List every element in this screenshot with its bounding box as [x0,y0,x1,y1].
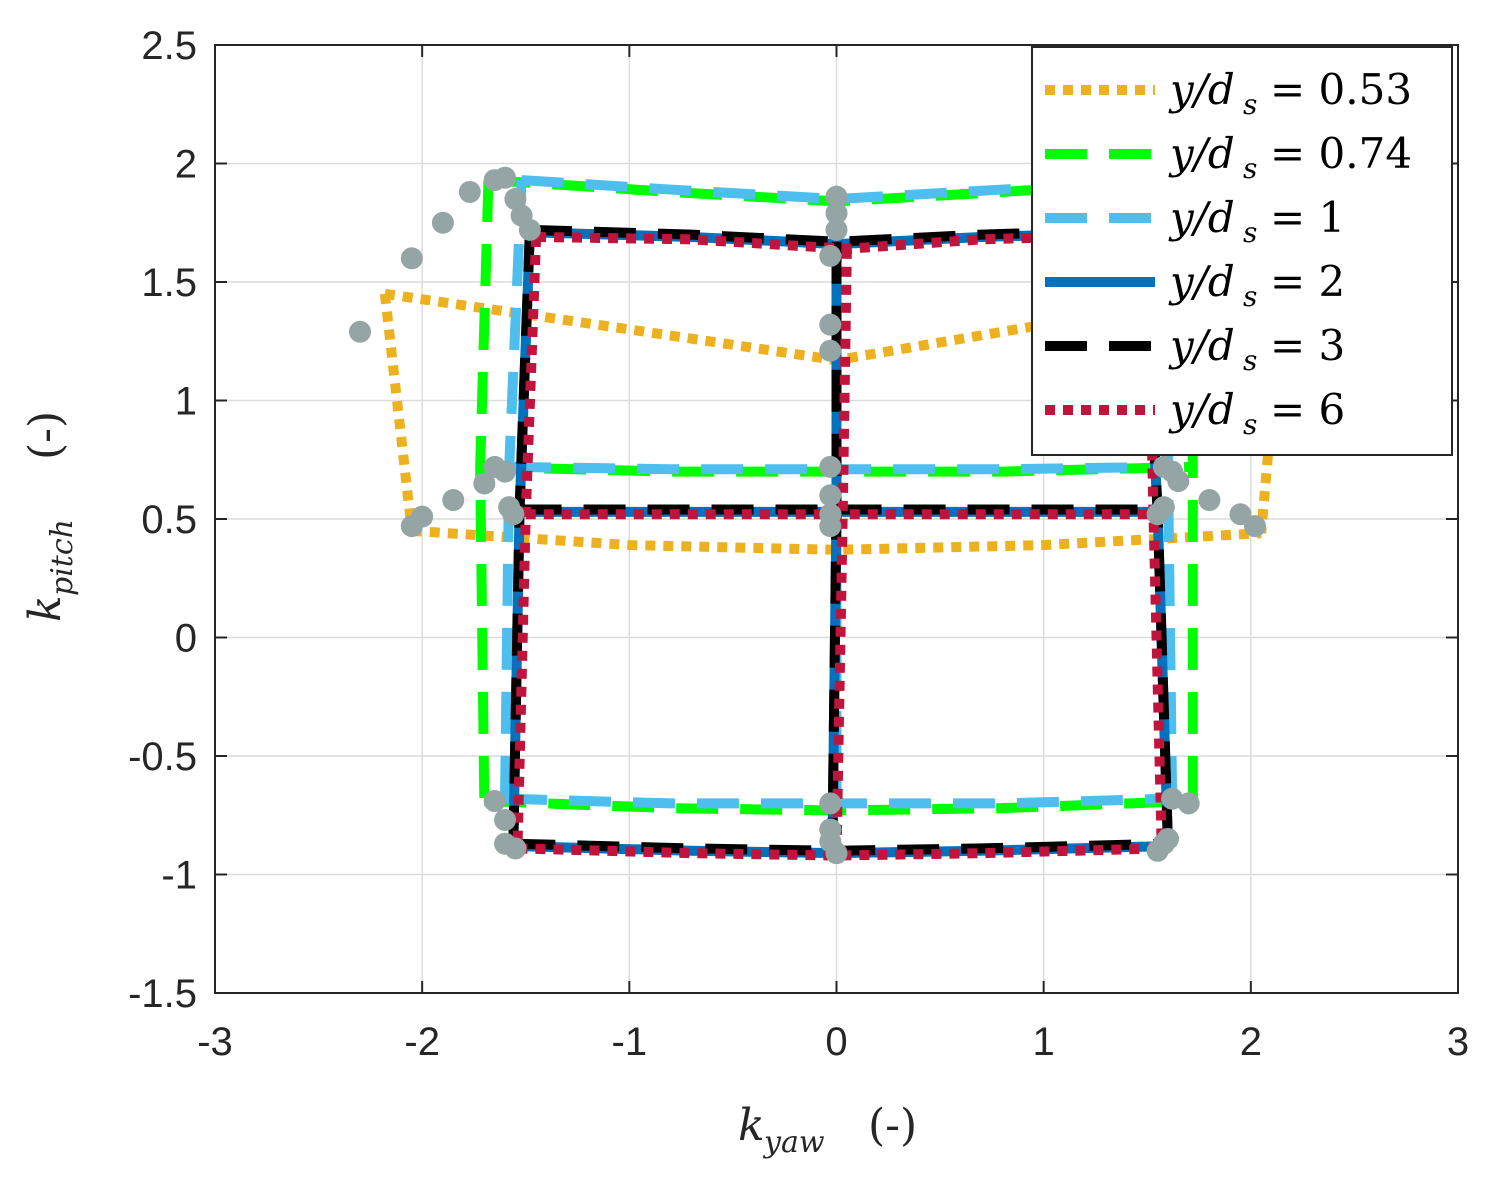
data-point [502,503,525,526]
series-line [475,179,494,802]
legend-label-lhs: y/d [1168,193,1235,242]
data-point [504,188,527,211]
x-axis-label-sub: yaw [762,1125,825,1160]
y-tick-label: 1.5 [141,261,197,305]
data-point [458,180,481,203]
y-axis-label-unit: (-) [20,411,71,460]
series-line [411,525,1262,555]
x-tick-label: -2 [404,1020,440,1064]
x-axis-label-base: k [738,1100,765,1151]
legend-label-rhs: = 2 [1270,257,1345,306]
data-point [819,313,842,336]
x-axis-label-unit: (-) [868,1100,917,1151]
data-point [442,489,465,512]
data-point [819,339,842,362]
data-point [819,455,842,478]
x-tick-label: 1 [1033,1020,1055,1064]
legend-label-sub: s [1243,216,1257,249]
data-point [349,320,372,343]
y-axis-label-sub: pitch [45,519,80,596]
data-point [825,842,848,865]
data-point [1146,839,1169,862]
data-point [1161,787,1184,810]
legend-label-lhs: y/d [1168,321,1235,370]
data-point [1198,489,1221,512]
data-point [819,792,842,815]
legend-label-lhs: y/d [1168,65,1235,114]
x-tick-label: 0 [825,1020,847,1064]
data-point [825,202,848,225]
x-axis-label: k yaw (-) [738,1100,917,1160]
y-tick-label: 2.5 [141,24,197,68]
legend: y/d s = 0.53y/d s = 0.74y/d s = 1y/d s = 2y/d s = … [1031,46,1453,456]
data-point [825,185,848,208]
legend-label-sub: s [1243,280,1257,313]
y-tick-label: 0 [175,617,197,661]
legend-label-sub: s [1243,408,1257,441]
y-tick-label: -1 [161,854,197,898]
data-point [483,790,506,813]
legend-label-rhs: = 6 [1270,385,1345,434]
data-point [411,505,434,528]
y-axis-label-base: k [20,595,71,622]
y-tick-label: -0.5 [128,735,197,779]
data-point [504,837,527,860]
x-tick-label: -1 [612,1020,648,1064]
series-line [831,248,852,856]
data-point [431,211,454,234]
data-point [1243,515,1266,538]
legend-label-rhs: = 0.74 [1270,129,1412,178]
data-point [819,515,842,538]
data-point [819,244,842,267]
series-line [512,236,542,849]
legend-label-sub: s [1243,88,1257,121]
data-point [400,247,423,270]
series-line [517,843,1162,861]
marker-layer [349,166,1266,865]
data-point [494,166,517,189]
y-axis-label: k pitch (-) [20,411,80,622]
legend-label-rhs: = 0.53 [1270,65,1412,114]
data-point [1167,470,1190,493]
y-tick-label: -1.5 [128,972,197,1016]
legend-label-sub: s [1243,344,1257,377]
y-tick-label: 1 [175,380,197,424]
data-point [825,218,848,241]
data-point [1177,792,1200,815]
legend-box [1031,46,1453,456]
data-point [1146,503,1169,526]
tick-layer: -3 -2 -1 0 1 2 3 -1.5 -1 -0.5 0 0.5 1 1.5 2 2.5 [128,24,1469,1064]
legend-label-sub: s [1243,152,1257,185]
data-point [518,218,541,241]
data-point [819,484,842,507]
x-tick-label: 3 [1447,1020,1469,1064]
data-point [494,808,517,831]
x-tick-label: 2 [1240,1020,1262,1064]
x-tick-label: -3 [197,1020,233,1064]
y-tick-label: 0.5 [141,498,197,542]
legend-label-lhs: y/d [1168,385,1235,434]
data-point [494,460,517,483]
series-line [379,293,417,532]
legend-label-lhs: y/d [1168,257,1235,306]
legend-label-lhs: y/d [1168,129,1235,178]
data-point [473,472,496,495]
data-point [1229,503,1252,526]
legend-label-rhs: = 1 [1270,193,1345,242]
legend-label-rhs: = 3 [1270,321,1345,370]
y-tick-label: 2 [175,143,197,187]
